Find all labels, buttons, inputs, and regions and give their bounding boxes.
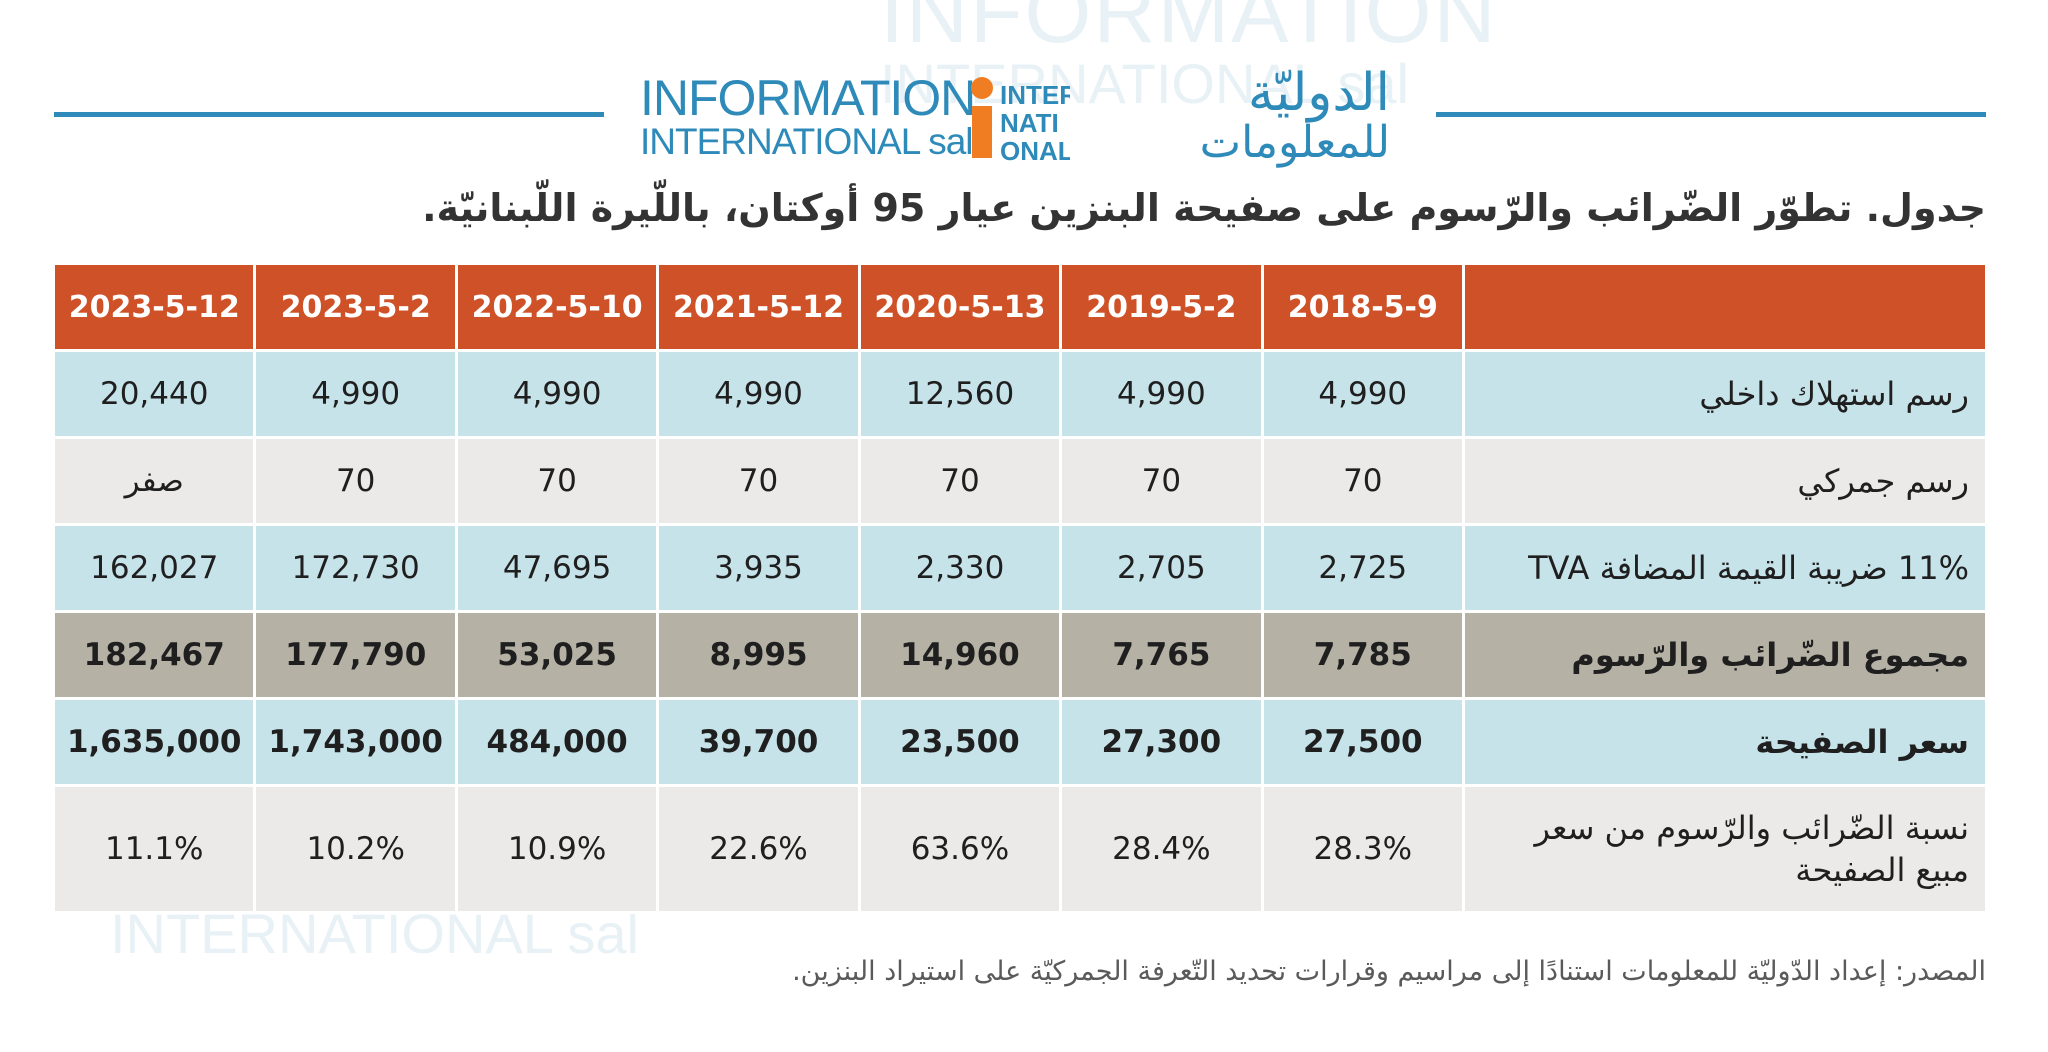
table-cell: 11.1% xyxy=(51,784,257,914)
row-label: مجموع الضّرائب والرّسوم xyxy=(1462,610,1988,700)
row-label: سعر الصفيحة xyxy=(1462,697,1988,787)
table-cell: 70 xyxy=(1260,436,1466,526)
table-cell: 4,990 xyxy=(1260,349,1466,439)
table-cell: 28.3% xyxy=(1260,784,1466,914)
table-cell: 70 xyxy=(857,436,1063,526)
table-cell: 1,743,000 xyxy=(253,697,458,787)
table-cell: 4,990 xyxy=(1059,349,1264,439)
table-cell: 27,500 xyxy=(1260,697,1466,787)
svg-text:NATI: NATI xyxy=(1000,108,1059,138)
logo-english-line1: INFORMATION xyxy=(640,70,976,126)
table-cell: 7,765 xyxy=(1059,610,1264,700)
date-header: 2022-5-10 xyxy=(454,262,660,352)
date-header: 2023-5-2 xyxy=(253,262,458,352)
table-cell: 4,990 xyxy=(454,349,660,439)
table-title: جدول. تطوّر الضّرائب والرّسوم على صفيحة … xyxy=(422,186,1986,230)
date-header: 2023-5-12 xyxy=(51,262,257,352)
table-cell: 182,467 xyxy=(51,610,257,700)
table-cell: 47,695 xyxy=(454,523,660,613)
table-cell: 7,785 xyxy=(1260,610,1466,700)
date-header: 2020-5-13 xyxy=(857,262,1063,352)
date-header: 2021-5-12 xyxy=(656,262,861,352)
table-cell: 4,990 xyxy=(656,349,861,439)
fuel-taxes-table: 2018-5-9 2019-5-2 2020-5-13 2021-5-12 20… xyxy=(51,262,1988,914)
table-cell: 177,790 xyxy=(253,610,458,700)
table-cell: 2,725 xyxy=(1260,523,1466,613)
table-row: رسم جمركي 70 70 70 70 70 70 صفر xyxy=(51,436,1988,526)
table-cell: 70 xyxy=(253,436,458,526)
table-header-row: 2018-5-9 2019-5-2 2020-5-13 2021-5-12 20… xyxy=(51,262,1988,352)
table-cell: 484,000 xyxy=(454,697,660,787)
table-cell: 162,027 xyxy=(51,523,257,613)
table-cell: 70 xyxy=(454,436,660,526)
table-cell: 2,330 xyxy=(857,523,1063,613)
table-cell: 70 xyxy=(656,436,861,526)
table-row: 11% ضريبة القيمة المضافة TVA 2,725 2,705… xyxy=(51,523,1988,613)
table-cell: 2,705 xyxy=(1059,523,1264,613)
table-cell: 27,300 xyxy=(1059,697,1264,787)
table-cell: 10.2% xyxy=(253,784,458,914)
table-row: نسبة الضّرائب والرّسوم من سعر مبيع الصفي… xyxy=(51,784,1988,914)
table-cell: 172,730 xyxy=(253,523,458,613)
table-cell: 12,560 xyxy=(857,349,1063,439)
table-cell: 23,500 xyxy=(857,697,1063,787)
date-header: 2018-5-9 xyxy=(1260,262,1466,352)
table-cell: 39,700 xyxy=(656,697,861,787)
row-label: 11% ضريبة القيمة المضافة TVA xyxy=(1462,523,1988,613)
table-cell: 1,635,000 xyxy=(51,697,257,787)
table-cell: 70 xyxy=(1059,436,1264,526)
table-cell: 10.9% xyxy=(454,784,660,914)
row-label: رسم استهلاك داخلي xyxy=(1462,349,1988,439)
logo-arabic-line2: للمعلومات xyxy=(1199,117,1390,168)
table-cell: 22.6% xyxy=(656,784,861,914)
organization-logo: INFORMATION INTERNATIONAL sal INTER NATI… xyxy=(640,67,1400,168)
table-row: رسم استهلاك داخلي 4,990 4,990 12,560 4,9… xyxy=(51,349,1988,439)
svg-text:INTER: INTER xyxy=(1000,80,1070,110)
table-cell: 8,995 xyxy=(656,610,861,700)
row-label: رسم جمركي xyxy=(1462,436,1988,526)
table-row-total: مجموع الضّرائب والرّسوم 7,785 7,765 14,9… xyxy=(51,610,1988,700)
source-note: المصدر: إعداد الدّوليّة للمعلومات استناد… xyxy=(792,956,1986,987)
table-cell: 28.4% xyxy=(1059,784,1264,914)
header-rule-right xyxy=(1436,112,1986,117)
header-corner-cell xyxy=(1462,262,1988,352)
table-cell: 14,960 xyxy=(857,610,1063,700)
row-label: نسبة الضّرائب والرّسوم من سعر مبيع الصفي… xyxy=(1462,784,1988,914)
table-cell: 3,935 xyxy=(656,523,861,613)
table-cell: 53,025 xyxy=(454,610,660,700)
table-cell: 63.6% xyxy=(857,784,1063,914)
logo-arabic-line1: الدوليّة xyxy=(1247,63,1390,123)
logo-arabic: الدوليّة للمعلومات xyxy=(1080,63,1390,168)
logo-english-line2: INTERNATIONAL sal xyxy=(640,121,974,162)
logo-mark-icon: INTER NATI ONAL xyxy=(971,77,1070,162)
logo-english: INFORMATION INTERNATIONAL sal xyxy=(640,70,976,162)
header-rule-left xyxy=(54,112,604,117)
table-cell: 20,440 xyxy=(51,349,257,439)
svg-text:ONAL: ONAL xyxy=(1000,136,1070,162)
table-cell: صفر xyxy=(51,436,257,526)
date-header: 2019-5-2 xyxy=(1059,262,1264,352)
table-cell: 4,990 xyxy=(253,349,458,439)
table-row-price: سعر الصفيحة 27,500 27,300 23,500 39,700 … xyxy=(51,697,1988,787)
